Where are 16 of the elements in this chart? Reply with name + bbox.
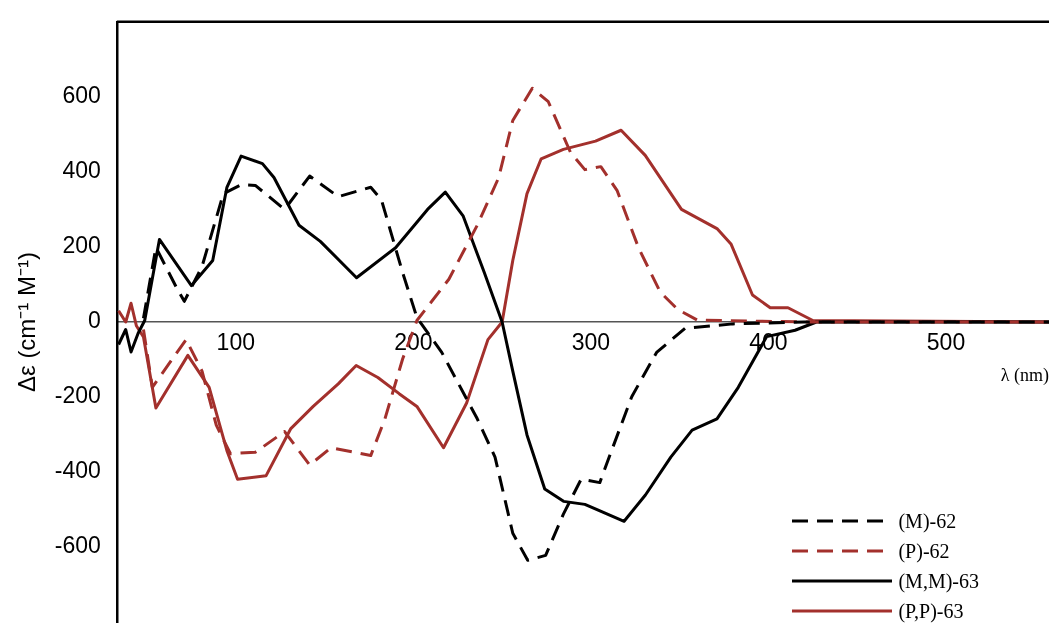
y-tick-label: 200 [62, 232, 101, 259]
y-tick-label: -600 [54, 532, 101, 559]
legend-label: (P,P)-63 [898, 599, 964, 623]
x-axis-title: λ (nm) [1000, 365, 1049, 387]
y-tick-label: -400 [54, 457, 101, 484]
x-tick-label: 500 [926, 329, 966, 356]
legend-label: (M,M)-63 [898, 569, 979, 593]
x-tick-label: 100 [216, 329, 255, 356]
y-tick-label: 0 [88, 307, 101, 334]
legend-label: (P)-62 [898, 539, 950, 563]
x-tick-label: 300 [571, 329, 611, 356]
y-tick-label: 400 [62, 157, 101, 184]
legend-label: (M)-62 [898, 509, 957, 533]
y-axis-title: Δε (cm⁻¹ M⁻¹) [13, 251, 41, 393]
y-tick-label: 600 [62, 82, 101, 109]
y-tick-label: -200 [54, 382, 101, 409]
